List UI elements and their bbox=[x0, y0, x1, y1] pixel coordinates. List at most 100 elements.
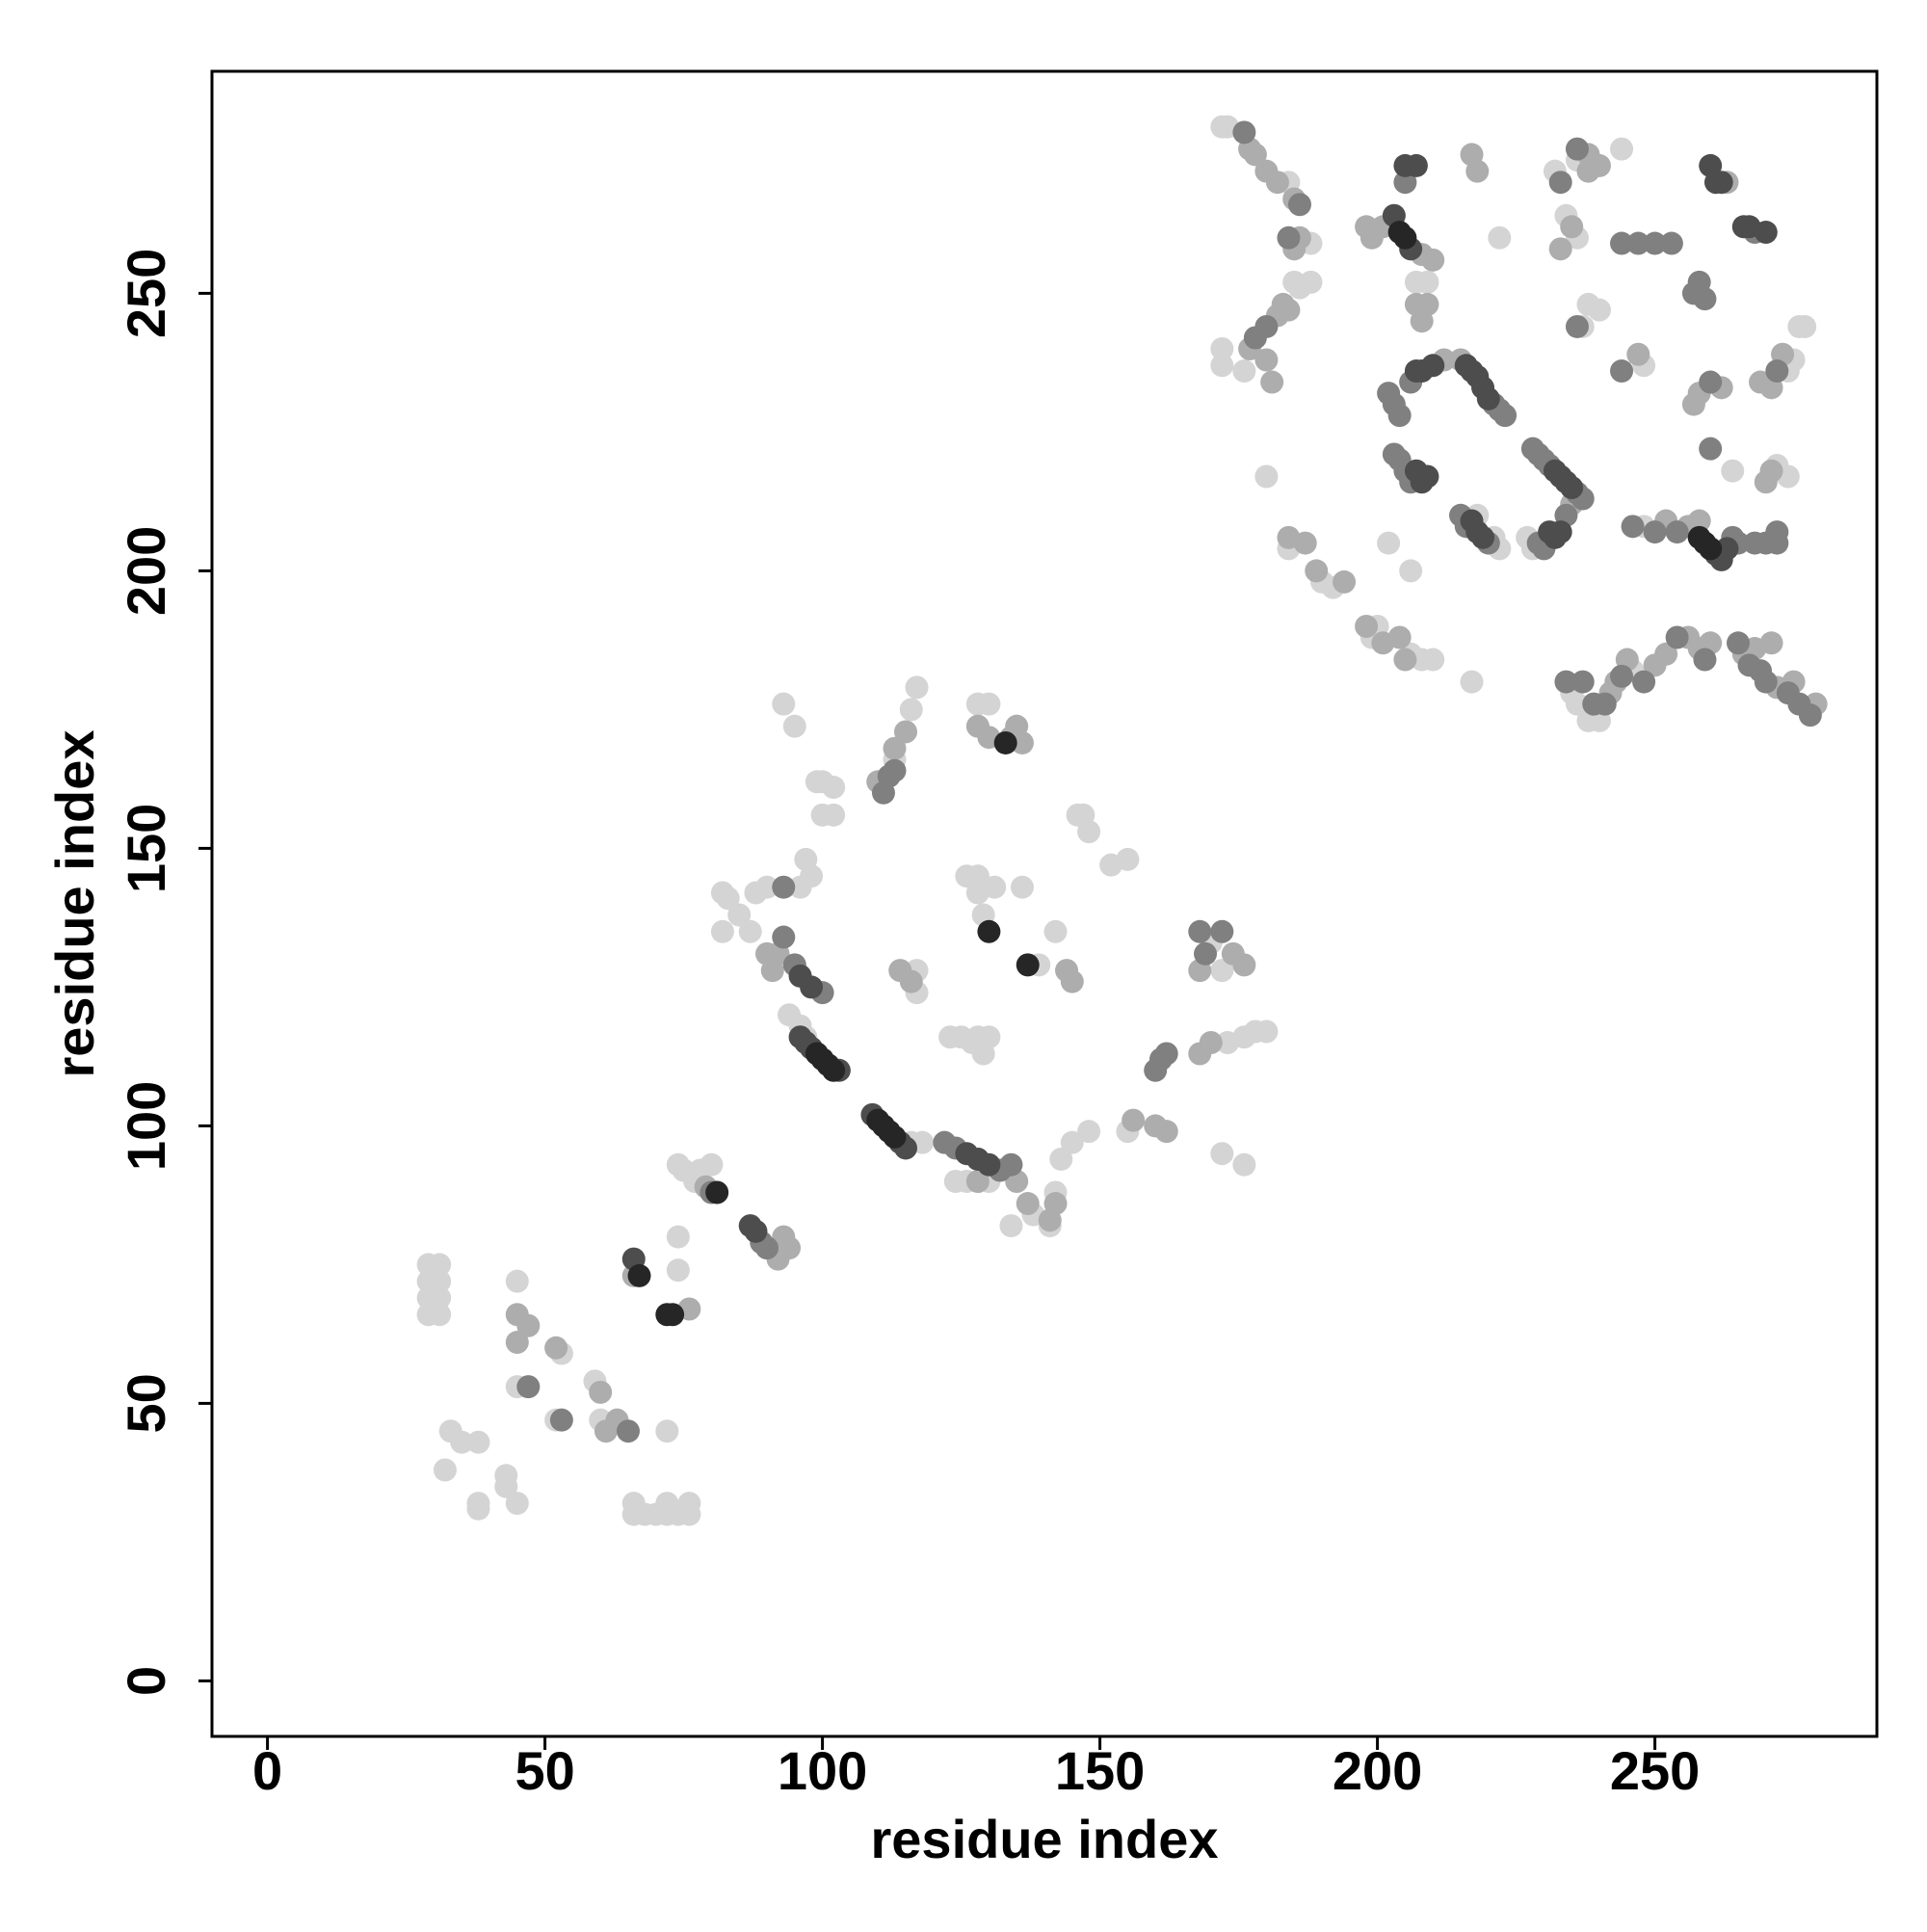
point bbox=[1210, 959, 1234, 983]
point bbox=[1793, 314, 1817, 338]
point bbox=[1754, 221, 1778, 245]
point bbox=[1377, 531, 1401, 555]
point bbox=[666, 1258, 690, 1283]
point bbox=[505, 1331, 529, 1355]
point bbox=[782, 714, 806, 738]
point bbox=[899, 698, 923, 722]
point bbox=[772, 692, 796, 716]
point bbox=[1665, 520, 1689, 544]
y-tick-label: 0 bbox=[116, 1666, 176, 1696]
x-tick-label: 50 bbox=[515, 1740, 574, 1801]
point bbox=[977, 919, 1001, 943]
point bbox=[1016, 953, 1040, 977]
y-tick-label: 100 bbox=[116, 1081, 176, 1171]
y-axis-title: residue index bbox=[44, 729, 105, 1077]
point bbox=[778, 1236, 802, 1260]
point bbox=[710, 919, 734, 943]
point bbox=[1066, 803, 1090, 827]
point bbox=[1465, 159, 1490, 183]
point bbox=[716, 887, 740, 911]
point bbox=[1265, 171, 1289, 195]
point bbox=[1693, 287, 1717, 311]
point bbox=[1588, 153, 1611, 177]
point bbox=[1232, 120, 1256, 145]
point bbox=[1610, 359, 1634, 384]
point bbox=[1593, 692, 1617, 716]
point bbox=[1699, 537, 1723, 561]
point bbox=[999, 1214, 1023, 1238]
point bbox=[1154, 1120, 1178, 1144]
point bbox=[1404, 153, 1428, 177]
point bbox=[1571, 670, 1595, 694]
point bbox=[1471, 525, 1495, 549]
point bbox=[1610, 664, 1634, 688]
point bbox=[516, 1375, 541, 1399]
point bbox=[1759, 459, 1783, 483]
point bbox=[1260, 370, 1284, 394]
point bbox=[999, 1152, 1023, 1177]
point bbox=[1355, 615, 1379, 638]
point bbox=[450, 1430, 474, 1454]
point bbox=[977, 1152, 1001, 1177]
point bbox=[428, 1285, 452, 1310]
point bbox=[544, 1336, 568, 1360]
point bbox=[755, 1236, 779, 1260]
point bbox=[1199, 1031, 1223, 1054]
point bbox=[627, 1263, 651, 1287]
point bbox=[589, 1380, 613, 1404]
point bbox=[705, 1180, 729, 1204]
point bbox=[822, 803, 846, 827]
point bbox=[1243, 143, 1267, 167]
x-tick-label: 150 bbox=[1055, 1740, 1145, 1801]
point bbox=[1393, 225, 1417, 250]
point bbox=[1049, 1147, 1073, 1171]
point bbox=[744, 1219, 768, 1243]
point bbox=[822, 1058, 846, 1082]
point bbox=[1060, 1130, 1084, 1154]
point bbox=[1277, 225, 1301, 250]
point bbox=[1588, 298, 1611, 322]
y-tick-label: 150 bbox=[116, 804, 176, 893]
point bbox=[1404, 459, 1428, 483]
points bbox=[416, 115, 1828, 1526]
point bbox=[800, 975, 824, 999]
point bbox=[1254, 1019, 1279, 1044]
point bbox=[617, 1419, 640, 1443]
point bbox=[1287, 193, 1311, 217]
point bbox=[1715, 537, 1739, 561]
point bbox=[1665, 625, 1689, 649]
point bbox=[965, 864, 990, 888]
point bbox=[1798, 703, 1822, 728]
point bbox=[1754, 670, 1778, 694]
point bbox=[738, 919, 762, 943]
point bbox=[1415, 292, 1439, 316]
x-tick-label: 250 bbox=[1610, 1740, 1700, 1801]
point bbox=[1188, 919, 1212, 943]
point bbox=[1548, 520, 1572, 544]
point bbox=[1243, 326, 1267, 350]
point bbox=[1293, 531, 1317, 555]
point bbox=[1387, 625, 1412, 649]
point bbox=[1421, 648, 1445, 672]
point bbox=[1476, 386, 1500, 410]
point bbox=[1765, 520, 1789, 544]
point bbox=[971, 1042, 995, 1066]
point bbox=[1699, 437, 1723, 461]
point bbox=[1154, 1042, 1178, 1066]
point bbox=[1333, 569, 1357, 594]
point bbox=[772, 925, 796, 949]
point bbox=[1643, 520, 1667, 544]
y-tick-label: 250 bbox=[116, 249, 176, 338]
point bbox=[677, 1492, 701, 1516]
plot-frame bbox=[210, 69, 1879, 1738]
point bbox=[1299, 270, 1323, 294]
point bbox=[428, 1303, 452, 1327]
point bbox=[1654, 642, 1678, 666]
point bbox=[1721, 459, 1745, 483]
point bbox=[1016, 1192, 1040, 1216]
point bbox=[1421, 248, 1445, 272]
point bbox=[1399, 559, 1423, 583]
point bbox=[1460, 670, 1484, 694]
point bbox=[1548, 237, 1572, 261]
point bbox=[1387, 404, 1412, 428]
